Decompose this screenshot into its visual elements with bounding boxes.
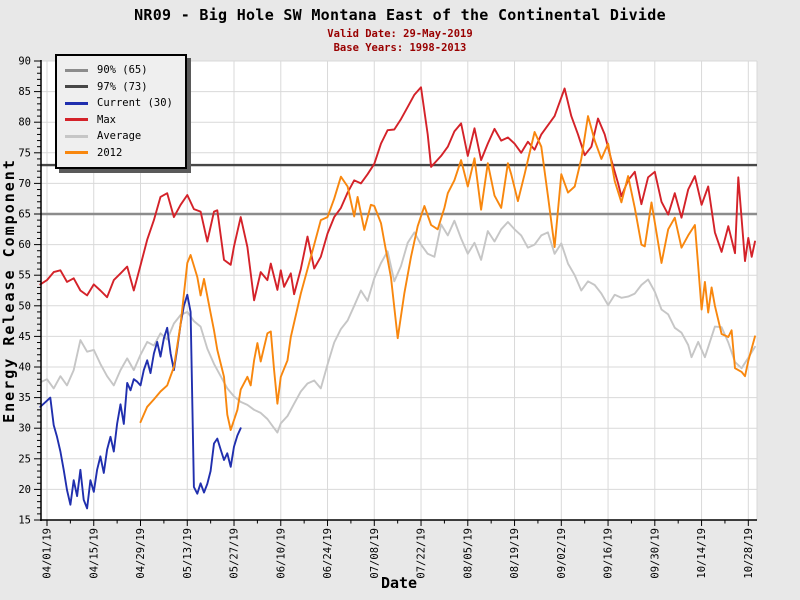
y-tick-label: 75: [18, 147, 31, 159]
chart-title: NR09 - Big Hole SW Montana East of the C…: [134, 6, 666, 24]
legend-swatch-97pct-line: [65, 85, 88, 89]
legend-swatch-average-line: [65, 134, 88, 138]
legend-item-2012: 2012: [65, 145, 173, 162]
y-tick-label: 30: [18, 423, 31, 435]
series-line-max: [39, 86, 756, 302]
x-tick-label: 07/08/19: [369, 528, 381, 579]
x-tick-label: 06/24/19: [322, 528, 334, 579]
legend-label: 90% (65): [97, 64, 148, 76]
x-tick-label: 09/30/19: [649, 528, 661, 579]
legend-label: Max: [97, 113, 116, 126]
legend-swatch-90pct-line: [65, 68, 88, 72]
x-tick-label: 05/13/19: [182, 528, 194, 579]
series-line-2012: [139, 115, 756, 431]
y-tick-label: 65: [18, 209, 31, 221]
legend-label: 97% (73): [97, 80, 148, 93]
x-tick-label: 10/28/19: [743, 528, 755, 579]
tick-marks: [34, 60, 749, 526]
y-tick-label: 80: [18, 117, 31, 129]
x-tick-label: 04/01/19: [42, 528, 54, 579]
legend-swatch-2012-line: [65, 151, 88, 155]
legend-item-97pct: 97% (73): [65, 79, 173, 96]
y-tick-label: 70: [18, 178, 31, 190]
legend-label: Average: [97, 130, 142, 142]
y-tick-label: 20: [18, 484, 31, 496]
legend-box: 90% (65) 97% (73) Current (30) Max Avera…: [55, 54, 187, 169]
legend-label: Current (30): [97, 97, 173, 109]
y-tick-label: 50: [18, 300, 31, 312]
legend-item-90pct: 90% (65): [65, 62, 173, 79]
y-tick-label: 35: [18, 392, 31, 404]
y-tick-label: 25: [18, 453, 31, 465]
legend-swatch-current-line: [65, 101, 88, 105]
y-tick-label: 40: [18, 362, 31, 374]
x-tick-label: 08/05/19: [462, 528, 474, 579]
x-tick-label: 04/29/19: [135, 528, 147, 579]
x-tick-label: 10/14/19: [696, 528, 708, 579]
y-axis-title: Energy Release Component: [0, 158, 18, 423]
y-tick-label: 60: [18, 239, 31, 251]
x-axis-title: Date: [381, 574, 417, 592]
legend-label: 2012: [97, 146, 123, 159]
y-tick-label: 90: [18, 56, 31, 68]
legend-item-max: Max: [65, 112, 173, 129]
x-tick-label: 05/27/19: [229, 528, 241, 579]
legend-item-current: Current (30): [65, 95, 173, 112]
base-years-subtitle: Base Years: 1998-2013: [333, 42, 467, 54]
valid-date-subtitle: Valid Date: 29-May-2019: [327, 28, 473, 40]
y-tick-label: 55: [18, 270, 31, 282]
y-tick-label: 15: [18, 515, 31, 527]
axes: [40, 60, 757, 521]
x-tick-label: 09/02/19: [556, 528, 568, 579]
x-tick-label: 08/19/19: [509, 528, 521, 579]
legend-swatch-max-line: [65, 118, 88, 122]
x-tick-label: 04/15/19: [88, 528, 100, 579]
series-line-current-30: [39, 293, 242, 510]
x-tick-label: 07/22/19: [416, 528, 428, 579]
y-tick-label: 45: [18, 331, 31, 343]
x-tick-label: 09/16/19: [603, 528, 615, 579]
legend-item-average: Average: [65, 128, 173, 145]
x-tick-label: 06/10/19: [275, 528, 287, 579]
y-tick-label: 85: [18, 86, 31, 98]
series-line-average: [39, 219, 756, 434]
